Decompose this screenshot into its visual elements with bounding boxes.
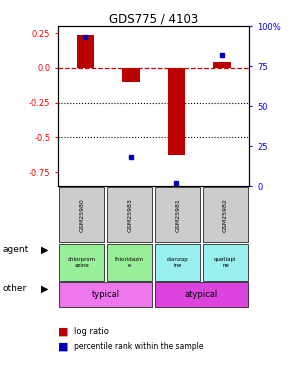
Text: GSM25980: GSM25980: [79, 198, 84, 232]
Bar: [203, 187, 248, 242]
Text: chlorprom
azine: chlorprom azine: [68, 257, 96, 268]
Text: GSM25981: GSM25981: [175, 198, 180, 232]
Text: quetiapi
ne: quetiapi ne: [214, 257, 237, 268]
Bar: [59, 187, 104, 242]
Text: other: other: [3, 284, 27, 293]
Bar: [122, 68, 139, 82]
Title: GDS775 / 4103: GDS775 / 4103: [109, 12, 198, 25]
Bar: [59, 244, 104, 281]
Text: atypical: atypical: [185, 290, 218, 299]
Bar: [203, 244, 248, 281]
Bar: [107, 187, 152, 242]
Text: agent: agent: [3, 245, 29, 254]
Bar: [168, 68, 185, 156]
Text: ▶: ▶: [41, 244, 49, 254]
Bar: [213, 62, 231, 68]
Text: percentile rank within the sample: percentile rank within the sample: [74, 342, 204, 351]
Bar: [155, 244, 200, 281]
Text: olanzap
ine: olanzap ine: [167, 257, 189, 268]
Text: ■: ■: [58, 342, 68, 352]
Bar: [77, 34, 94, 68]
Bar: [155, 187, 200, 242]
Text: ▶: ▶: [41, 284, 49, 294]
Bar: [59, 282, 152, 307]
Text: thioridazin
e: thioridazin e: [115, 257, 144, 268]
Text: typical: typical: [92, 290, 120, 299]
Text: log ratio: log ratio: [74, 327, 109, 336]
Text: GSM25982: GSM25982: [223, 198, 228, 232]
Bar: [107, 244, 152, 281]
Bar: [155, 282, 248, 307]
Text: GSM25983: GSM25983: [127, 198, 132, 232]
Text: ■: ■: [58, 327, 68, 337]
